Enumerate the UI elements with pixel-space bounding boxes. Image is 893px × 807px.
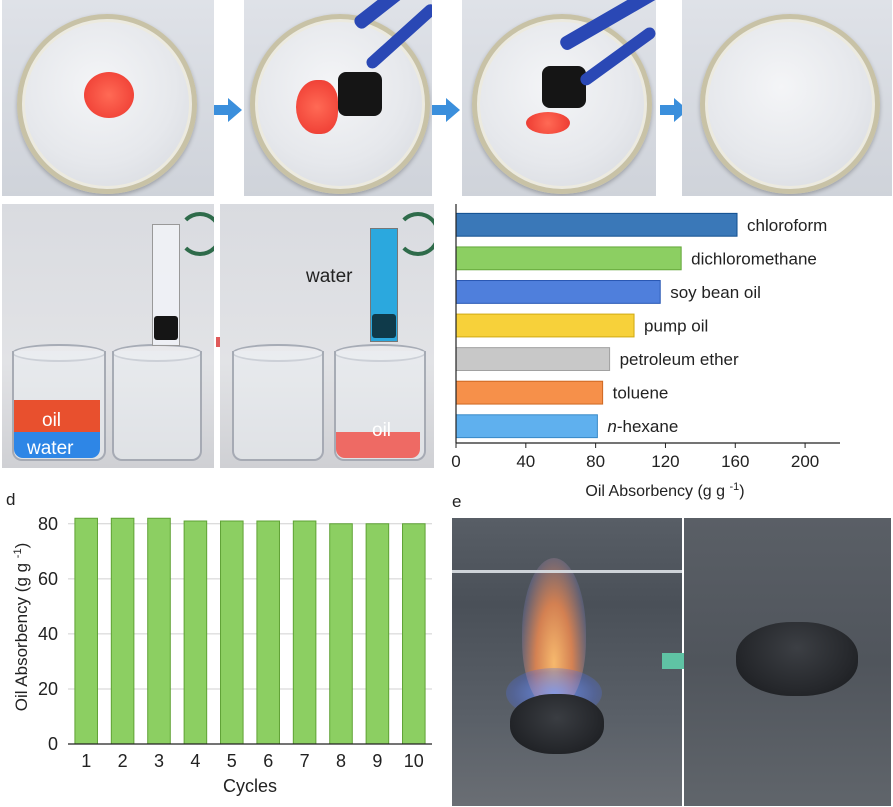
x-tick-label: 6: [263, 751, 273, 771]
x-tick-label: 0: [451, 452, 460, 471]
oil-drop: [84, 72, 134, 118]
x-axis-label: Oil Absorbency (g g -1): [585, 481, 744, 500]
bar-label: pump oil: [644, 317, 708, 336]
photo-beakers-after: oil water: [220, 204, 434, 468]
bar: [110, 517, 135, 745]
x-tick-label: 8: [336, 751, 346, 771]
x-tick-label: 10: [404, 751, 424, 771]
petri-dish: [700, 14, 880, 194]
x-tick-label: 200: [791, 452, 819, 471]
bar: [147, 517, 171, 745]
bar: [365, 523, 390, 745]
x-tick-label: 80: [586, 452, 605, 471]
arrow-right-icon: [660, 98, 688, 122]
sponge: [338, 72, 382, 116]
y-tick-label: 60: [38, 569, 58, 589]
photo-burning-sponge: [452, 518, 682, 806]
photo-dish-2: [244, 0, 432, 196]
arrow-right-icon: [214, 98, 242, 122]
beaker: [112, 351, 202, 461]
water-layer: [14, 432, 100, 458]
x-axis-label: Cycles: [223, 776, 277, 796]
bar: [183, 520, 208, 745]
x-tick-label: 1: [81, 751, 91, 771]
photo-dish-1: [2, 0, 214, 196]
bar: [455, 212, 738, 237]
bar-label: dichloromethane: [691, 249, 817, 268]
oil-layer: [14, 400, 100, 432]
photo-dish-4: [682, 0, 892, 196]
bar-label: chloroform: [747, 216, 827, 235]
bar: [220, 520, 244, 745]
x-tick-label: 2: [118, 751, 128, 771]
panel-d-label: d: [6, 490, 16, 509]
water-label: water: [27, 438, 74, 459]
y-tick-label: 0: [48, 734, 58, 754]
bar: [455, 414, 598, 439]
bar: [455, 280, 661, 304]
bar: [329, 523, 353, 745]
sponge-charred: [510, 694, 604, 754]
x-tick-label: 9: [372, 751, 382, 771]
y-tick-label: 20: [38, 679, 58, 699]
oil-label: oil: [42, 410, 62, 431]
metal-edge: [452, 570, 682, 573]
bar: [292, 520, 317, 745]
y-axis-label: Oil Absorbency (g g -1): [12, 543, 31, 712]
bar-label: soy bean oil: [670, 283, 761, 302]
clamp: [178, 212, 214, 256]
y-tick-label: 40: [38, 624, 58, 644]
photo-dish-3: [462, 0, 656, 196]
arrow-right-icon: [432, 98, 460, 122]
beaker: [232, 351, 324, 461]
y-tick-label: 80: [38, 514, 58, 534]
chart-absorbency-cycles: 1 2 3 4 5 6 7 8 9 10 0 20 40 60 80 Cycles Oil Absorbency…: [12, 514, 432, 796]
bar: [455, 246, 682, 271]
x-tick-label: 160: [721, 452, 749, 471]
sponge-intact: [736, 622, 858, 696]
bar: [455, 347, 611, 371]
water-label: water: [306, 266, 353, 287]
x-tick-label: 5: [227, 751, 237, 771]
bar: [256, 520, 280, 745]
panel-e-label: e: [452, 492, 462, 511]
bar-label: n-hexane: [607, 417, 678, 436]
x-tick-label: 3: [154, 751, 164, 771]
photo-after-burning: [684, 518, 891, 806]
bar: [455, 313, 635, 338]
oil-label: oil: [372, 420, 392, 441]
sponge: [154, 316, 178, 340]
petri-dish: [17, 14, 197, 194]
x-tick-label: 120: [651, 452, 679, 471]
oil-drop: [526, 112, 570, 134]
sponge: [372, 314, 396, 338]
bar: [455, 380, 604, 405]
sponge: [542, 66, 586, 108]
x-tick-label: 7: [300, 751, 310, 771]
x-tick-label: 40: [516, 452, 535, 471]
oil-drop: [296, 80, 338, 134]
photo-beakers-before: oil water: [2, 204, 214, 468]
clamp: [396, 212, 434, 256]
bar: [74, 517, 98, 745]
chart-oil-absorbency-solvents: cchloroformdichloromethanesoy bean oilpu…: [451, 204, 840, 500]
bar: [402, 523, 426, 745]
x-tick-label: 4: [190, 751, 200, 771]
bar-label: toluene: [613, 384, 669, 403]
oil-collected: [336, 432, 420, 458]
bar-label: petroleum ether: [620, 350, 739, 369]
